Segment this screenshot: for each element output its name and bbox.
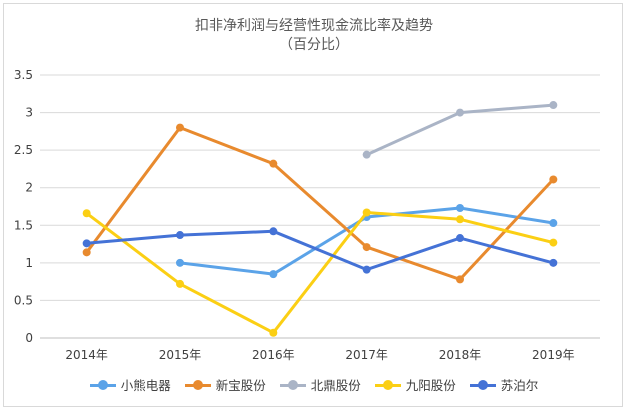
data-point xyxy=(456,215,464,224)
data-point xyxy=(269,328,278,337)
x-tick-label: 2019年 xyxy=(532,348,575,362)
data-point xyxy=(456,275,464,284)
legend-swatch xyxy=(469,379,496,391)
data-point xyxy=(549,175,558,184)
y-tick-label: 0.5 xyxy=(14,293,33,307)
chart-frame xyxy=(3,3,623,407)
y-tick-label: 1.5 xyxy=(14,218,33,232)
legend-label: 新宝股份 xyxy=(215,378,266,393)
legend-swatch xyxy=(374,379,401,391)
legend: 小熊电器 新宝股份 北鼎股份 九阳股份 苏泊尔 xyxy=(0,375,628,394)
legend-label: 苏泊尔 xyxy=(500,378,539,393)
legend-swatch xyxy=(89,379,116,391)
data-point xyxy=(456,234,464,243)
legend-label: 小熊电器 xyxy=(120,378,171,393)
data-point xyxy=(176,279,184,288)
data-point xyxy=(269,270,278,279)
x-tick-label: 2017年 xyxy=(345,348,388,362)
data-point xyxy=(269,227,278,236)
legend-swatch xyxy=(279,379,306,391)
data-point xyxy=(549,238,558,247)
legend-item: 新宝股份 xyxy=(184,375,266,394)
data-point xyxy=(549,219,558,228)
series-line xyxy=(85,126,555,281)
legend-item: 北鼎股份 xyxy=(279,375,361,394)
chart-subtitle: （百分比） xyxy=(279,37,349,53)
legend-label: 北鼎股份 xyxy=(310,378,361,393)
data-point xyxy=(82,209,91,218)
series-line xyxy=(85,211,555,335)
data-point xyxy=(362,208,371,217)
data-point xyxy=(362,243,371,252)
data-point xyxy=(82,239,91,248)
legend-label: 九阳股份 xyxy=(405,378,456,393)
data-point xyxy=(549,101,558,110)
x-tick-label: 2015年 xyxy=(159,348,202,362)
y-tick-label: 2.5 xyxy=(14,143,33,157)
x-tick-label: 2014年 xyxy=(65,348,108,362)
data-point xyxy=(176,258,184,267)
chart-title: 扣非净利润与经营性现金流比率及趋势 xyxy=(195,18,433,34)
data-point xyxy=(362,150,371,159)
data-point xyxy=(362,265,371,274)
legend-item: 苏泊尔 xyxy=(469,375,539,394)
y-tick-label: 1 xyxy=(25,256,33,270)
y-tick-label: 0 xyxy=(25,331,33,345)
series-line xyxy=(85,229,555,272)
x-tick-label: 2016年 xyxy=(252,348,295,362)
legend-swatch xyxy=(184,379,211,391)
data-point xyxy=(269,159,278,168)
data-point xyxy=(549,258,558,267)
legend-item: 九阳股份 xyxy=(374,375,456,394)
data-point xyxy=(456,204,464,213)
x-tick-label: 2018年 xyxy=(439,348,482,362)
data-point xyxy=(456,108,464,117)
y-tick-label: 3 xyxy=(25,106,33,120)
legend-item: 小熊电器 xyxy=(89,375,171,394)
data-point xyxy=(82,248,91,257)
data-point xyxy=(176,231,184,240)
y-tick-label: 2 xyxy=(25,181,33,195)
y-tick-label: 3.5 xyxy=(14,68,33,82)
data-point xyxy=(176,123,184,132)
